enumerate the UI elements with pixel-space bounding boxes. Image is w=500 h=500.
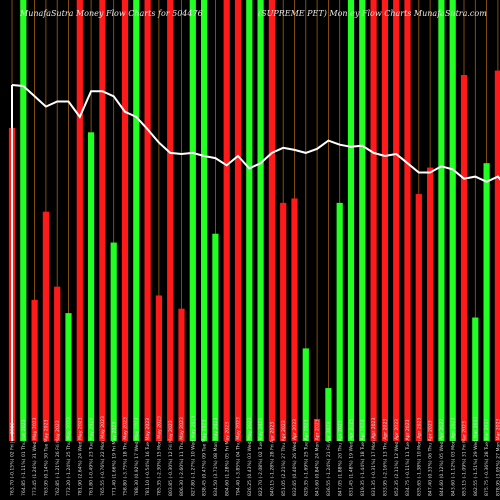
money-flow-bar <box>54 286 61 441</box>
money-flow-bar <box>20 0 27 441</box>
x-tick-label: 862.55 (-1.51%) 29 Wed Mar 2023 <box>473 416 479 496</box>
money-flow-bar <box>31 299 38 441</box>
x-tick-label: 829.35 (-1.69%) 25 Tue Apr 2023 <box>303 419 309 496</box>
x-tick-label: 831.45 (1.48%) 19 Wed Apr 2023 <box>349 419 355 496</box>
money-flow-bar <box>347 0 355 441</box>
x-tick-label: 838.45 (0.47%) 09 Tue May 2023 <box>202 419 208 496</box>
x-tick-label: 804.60 (1.28%) 05 Fri May 2023 <box>224 422 230 496</box>
money-flow-bar <box>178 308 185 441</box>
x-tick-label: 831.35 (-0.31%) 17 Mon Apr 2023 <box>371 418 377 496</box>
money-flow-bar <box>42 211 49 441</box>
money-flow-bar <box>76 0 83 441</box>
money-flow-bar <box>483 163 490 442</box>
money-flow-bar <box>189 0 196 441</box>
x-tick-label: 785.35 (-2.30%) 15 Mon May 2023 <box>157 416 163 496</box>
x-tick-label: 758.80 (-3.75%) 18 Thu May 2023 <box>123 417 129 496</box>
money-flow-bar <box>246 0 253 441</box>
x-tick-label: 803.85 (-0.30%) 12 Fri May 2023 <box>168 420 174 496</box>
money-flow-bar <box>88 132 95 442</box>
money-flow-bar <box>427 167 434 441</box>
x-tick-label: 763.70 (-0.15%) 02 Fri Jun 2023 <box>10 423 16 496</box>
x-tick-label: 852.35 (2.11%) 12 Wed Apr 2023 <box>394 419 400 496</box>
money-flow-bar <box>110 242 117 441</box>
x-tick-label: 836.55 (-1.24%) 21 Fri Apr 2023 <box>326 422 332 496</box>
money-flow-bar <box>268 0 275 441</box>
x-tick-label: 822.70 (-2.08%) 02 Tue May 2023 <box>258 418 264 496</box>
x-tick-label: 763.95 (0.14%) 30 Tue May 2023 <box>44 419 50 496</box>
x-tick-label: 832.65 (0.40%) 26 Wed Apr 2023 <box>292 419 298 496</box>
money-flow-bar <box>167 0 174 441</box>
chart-title: MunafaSutra Money Flow Charts for 504476 <box>20 9 203 18</box>
money-flow-bar <box>381 0 388 441</box>
x-tick-label: 761.80 (-0.49%) 23 Tue May 2023 <box>89 418 95 496</box>
money-flow-bar <box>325 388 332 441</box>
x-tick-label: 834.75 (-0.11%) 11 Tue Apr 2023 <box>405 419 411 496</box>
money-flow-bar <box>438 0 445 441</box>
money-flow-bar <box>449 0 456 441</box>
money-flow-bar <box>201 0 208 441</box>
money-flow-bar <box>257 0 264 441</box>
money-flow-bar <box>234 0 242 441</box>
x-tick-label: 847.05 (1.88%) 20 Thu Apr 2023 <box>337 420 343 496</box>
money-flow-bar <box>121 0 129 441</box>
money-flow-bar <box>336 202 343 441</box>
money-flow-bar <box>99 0 106 441</box>
money-flow-bar <box>280 202 287 441</box>
grid-lines <box>11 0 499 441</box>
money-flow-bar <box>494 70 500 441</box>
x-tick-label: 765.55 (-0.76%) 22 Mon May 2023 <box>100 416 106 496</box>
x-tick-label: 834.50 (3.71%) 08 Mon May 2023 <box>213 418 219 496</box>
money-flow-bar <box>359 0 366 441</box>
x-tick-label: 781.10 (-0.54%) 16 Tue May 2023 <box>145 418 151 496</box>
x-tick-label: 851.05 (2.21%) 27 Thu Apr 2023 <box>281 420 287 496</box>
money-flow-bar <box>65 313 72 441</box>
money-flow-bar <box>302 348 309 441</box>
money-flow-bar <box>144 0 151 441</box>
money-flow-bar <box>370 0 377 441</box>
x-tick-label: 764.85 (-1.11%) 01 Thu Jun 2023 <box>21 419 27 496</box>
x-tick-label: 773.45 (1.24%) 31 Wed May 2023 <box>32 417 38 496</box>
x-tick-label: 827.80 (-1.27%) 10 Wed May 2023 <box>190 416 196 496</box>
money-flow-bar <box>212 233 219 441</box>
x-tick-label: 840.15 (-1.28%) 28 Fri Apr 2023 <box>270 422 276 496</box>
chart-subtitle: (SUPREME PET) Mon ey Flow Charts MunafaS… <box>258 9 487 18</box>
x-tick-label: 878.95 (3.05%) 27 Mon Mar 2023 <box>496 418 500 496</box>
x-tick-label: 762.85 (-1.21%) 26 Fri May 2023 <box>55 420 61 496</box>
x-tick-label: 826.25 (0.43%) 03 Wed May 2023 <box>247 417 253 496</box>
x-tick-label: 843.60 (0.84%) 24 Mon Apr 2023 <box>315 419 321 496</box>
x-tick-label: 847.40 (0.33%) 06 Thu Apr 2023 <box>428 420 434 496</box>
price-line <box>11 84 500 441</box>
x-tick-label: 772.20 (-1.24%) 25 Thu May 2023 <box>66 417 72 496</box>
x-tick-label: 781.90 (2.64%) 24 Wed May 2023 <box>77 417 83 496</box>
money-flow-bar <box>223 0 230 441</box>
x-tick-label: 833.95 (-2.16%) 13 Thu Apr 2023 <box>383 419 389 496</box>
x-tick-label: 875.75 (-0.36%) 28 Tue Mar 2023 <box>484 419 490 496</box>
money-flow-bar <box>291 198 298 441</box>
x-tick-label: 771.40 (1.66%) 19 Fri May 2023 <box>111 422 117 496</box>
x-tick-label: 794.40 (-3.85%) 04 Thu May 2023 <box>236 417 242 496</box>
money-flow-bars <box>8 0 500 442</box>
money-flow-bar <box>404 0 411 441</box>
price-polyline <box>11 84 500 183</box>
x-tick-label: 806.30 (-2.60%) 11 Thu May 2023 <box>179 417 185 496</box>
x-axis-labels: 763.70 (-0.15%) 02 Fri Jun 2023 764.85 (-… <box>10 416 500 496</box>
x-tick-label: 844.60 (0.12%) 05 Wed Apr 2023 <box>439 419 445 496</box>
money-flow-bar <box>133 0 140 441</box>
x-tick-label: 788.30 (0.92%) 17 Wed May 2023 <box>134 417 140 496</box>
money-flow-bar <box>314 418 321 441</box>
x-tick-label: 835.65 (-1.38%) 10 Mon Apr 2023 <box>416 418 422 496</box>
x-tick-label: 853.15 (-1.09%) 31 Fri Mar 2023 <box>462 421 468 496</box>
x-tick-label: 843.60 (-1.12%) 03 Mon Apr 2023 <box>450 418 456 496</box>
money-flow-bar <box>472 317 479 441</box>
money-flow-bar <box>460 74 468 441</box>
money-flow-bar <box>415 194 422 441</box>
money-flow-bar <box>155 295 162 441</box>
money-flow-bar <box>393 0 400 441</box>
x-tick-label: 819.35 (-1.44%) 18 Tue Apr 2023 <box>360 419 366 496</box>
